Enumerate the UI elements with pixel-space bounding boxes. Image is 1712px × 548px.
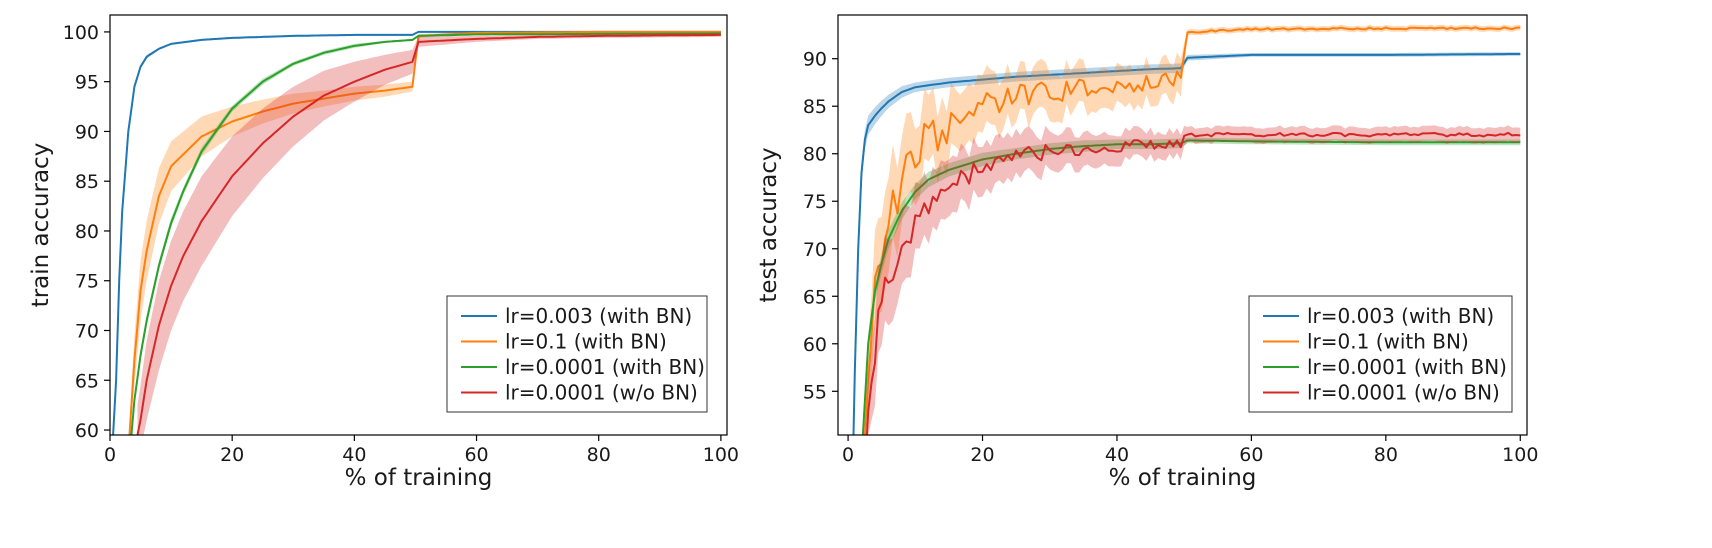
y-tick-label: 90	[75, 121, 99, 143]
series-0-band	[853, 52, 1521, 435]
y-tick-label: 95	[75, 72, 99, 94]
x-tick-label: 60	[1239, 444, 1263, 466]
series-2-line	[130, 32, 721, 435]
x-tick-label: 0	[104, 444, 116, 466]
x-tick-label: 20	[220, 444, 244, 466]
y-tick-label: 75	[803, 191, 827, 213]
series-2-line	[861, 139, 1521, 435]
series-1-band	[864, 24, 1521, 435]
plot-area	[112, 30, 721, 435]
legend-label: lr=0.0001 (with BN)	[1307, 355, 1507, 379]
x-tick-label: 100	[703, 444, 739, 466]
x-tick-label: 80	[587, 444, 611, 466]
legend: lr=0.003 (with BN)lr=0.1 (with BN)lr=0.0…	[1248, 295, 1513, 413]
y-tick-label: 55	[803, 381, 827, 403]
y-tick-label: 65	[803, 286, 827, 308]
y-tick-label: 100	[63, 22, 99, 44]
x-tick-label: 0	[842, 444, 854, 466]
series-3-band	[137, 32, 721, 435]
legend-label: lr=0.0001 (with BN)	[505, 355, 705, 379]
series-0-line	[852, 53, 1521, 435]
y-tick-label: 85	[75, 171, 99, 193]
legend-label: lr=0.1 (with BN)	[505, 330, 667, 354]
legend-label: lr=0.003 (with BN)	[1307, 304, 1494, 328]
x-tick-label: 60	[464, 444, 488, 466]
y-tick-label: 70	[803, 239, 827, 261]
plot-frame	[109, 14, 728, 436]
y-tick-label: 60	[75, 420, 99, 442]
y-tick-label: 65	[75, 370, 99, 392]
test-accuracy-chart: 0 20 40 60 80 100 55 60 65 70 75 80 85 90 % of trainin…	[756, 14, 1538, 491]
x-tick-label: 40	[1105, 444, 1129, 466]
legend: lr=0.003 (with BN)lr=0.1 (with BN)lr=0.0…	[446, 295, 708, 413]
train-accuracy-chart: 0 20 40 60 80 100 60 65 70 75 80 85 90 95 100 % of trai…	[28, 14, 739, 491]
series-3-line	[136, 33, 721, 435]
x-tick-label: 80	[1374, 444, 1398, 466]
x-tick-label: 20	[970, 444, 994, 466]
y-tick-label: 75	[75, 271, 99, 293]
series-1-line	[863, 26, 1521, 435]
y-tick-label: 70	[75, 320, 99, 342]
x-axis-label: % of training	[1109, 465, 1257, 491]
y-tick-label: 60	[803, 334, 827, 356]
x-tick-label: 40	[342, 444, 366, 466]
legend-label: lr=0.003 (with BN)	[505, 304, 692, 328]
legend-label: lr=0.0001 (w/o BN)	[1307, 381, 1500, 405]
y-tick-label: 90	[803, 49, 827, 71]
y-tick-label: 80	[75, 221, 99, 243]
plot-area	[852, 24, 1521, 435]
plot-frame	[837, 14, 1528, 436]
y-tick-label: 80	[803, 144, 827, 166]
y-tick-label: 85	[803, 96, 827, 118]
x-tick-label: 100	[1502, 444, 1538, 466]
series-3-line	[865, 131, 1521, 435]
y-axis-label: test accuracy	[756, 147, 782, 302]
legend-label: lr=0.0001 (w/o BN)	[505, 381, 698, 405]
legend-label: lr=0.1 (with BN)	[1307, 330, 1469, 354]
y-axis-label: train accuracy	[28, 143, 54, 308]
x-axis-label: % of training	[345, 465, 493, 491]
